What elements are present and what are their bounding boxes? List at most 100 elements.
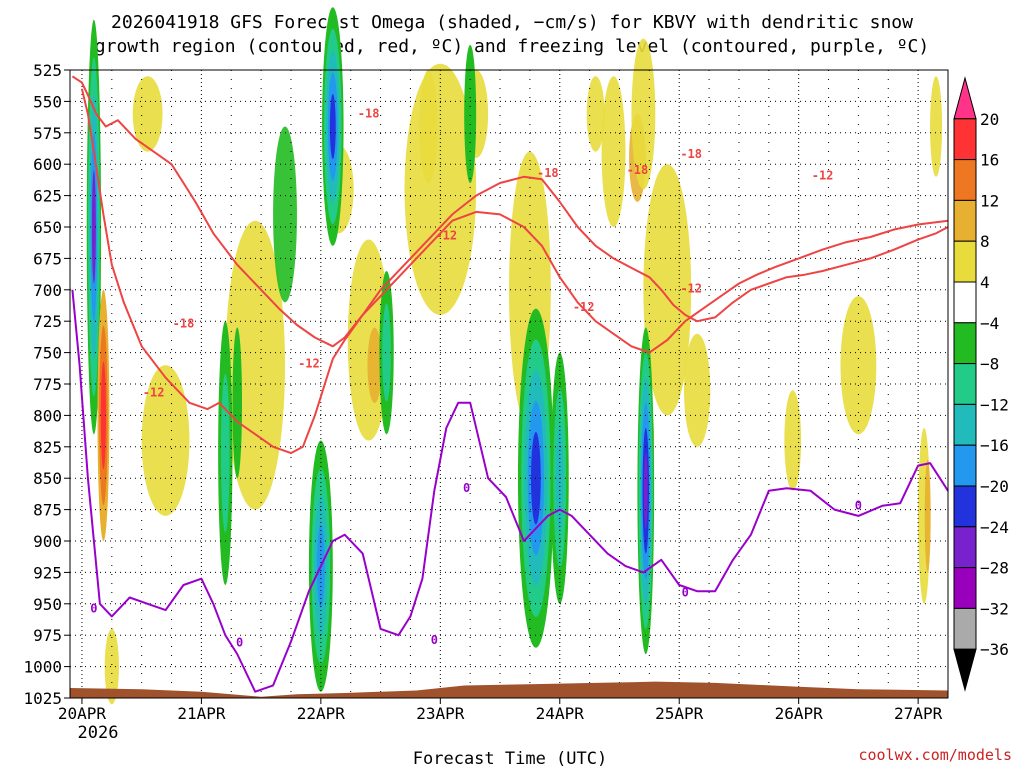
omega-region	[273, 126, 297, 303]
omega-core	[91, 170, 96, 284]
purple-contour-label: 0	[236, 636, 243, 650]
y-tick-label: 525	[33, 61, 62, 80]
colorbar-top-arrow	[953, 76, 977, 120]
y-tick-label: 925	[33, 563, 62, 582]
colorbar-segment	[953, 240, 977, 283]
freezing-level-contour	[71, 289, 949, 693]
omega-region	[586, 76, 605, 152]
plot-background	[70, 70, 948, 698]
x-tick-label: 25APR	[655, 704, 704, 723]
colorbar-label: −20	[980, 477, 1009, 496]
colorbar-label: −32	[980, 599, 1009, 618]
colorbar-segment	[953, 322, 977, 365]
red-contour-label: -18	[627, 163, 649, 177]
terrain-fill	[70, 681, 948, 698]
colorbar-label: 20	[980, 110, 999, 129]
purple-contour-label: 0	[855, 499, 862, 513]
y-tick-label: 650	[33, 218, 62, 237]
omega-region	[367, 327, 382, 403]
colorbar-segment	[953, 485, 977, 528]
omega-region	[684, 333, 711, 447]
purple-contour-label: 0	[682, 585, 689, 599]
y-tick-label: 1025	[23, 689, 62, 708]
x-tick-label: 21APR	[177, 704, 226, 723]
omega-region	[784, 390, 802, 491]
grid-lines	[70, 69, 949, 699]
red-contour-label: -18	[537, 166, 559, 180]
purple-contour-label: 0	[90, 602, 97, 616]
purple-contour-label: 0	[463, 481, 470, 495]
contour-labels: -18 -18 -18 -18 -18 -12 -12 -12 -12 -12 -12 0 0 0 0 0 0	[90, 107, 862, 650]
colorbar-bottom-arrow	[953, 648, 977, 692]
red-contour-label: -12	[435, 229, 457, 243]
red-contour-label: -12	[573, 300, 595, 314]
y-tick-label: 975	[33, 626, 62, 645]
y-tick-label: 625	[33, 187, 62, 206]
x-axis-year: 2026	[78, 723, 119, 743]
omega-region	[924, 459, 931, 573]
red-contour-label: -18	[173, 316, 195, 330]
x-tick-label: 23APR	[416, 704, 465, 723]
omega-core	[220, 373, 230, 533]
omega-core	[382, 303, 391, 402]
red-contour-label: -18	[358, 107, 380, 121]
colorbar-segment	[953, 159, 977, 201]
y-tick-label: 700	[33, 281, 62, 300]
y-tick-label: 575	[33, 124, 62, 143]
colorbar-segment	[953, 281, 977, 324]
colorbar-label: 4	[980, 273, 990, 292]
x-tick-label: 20APR	[58, 704, 107, 723]
omega-region	[840, 296, 877, 435]
colorbar-segment	[953, 118, 977, 161]
dgz-contour-red	[80, 88, 949, 455]
y-tick-label: 950	[33, 595, 62, 614]
x-axis-label: Forecast Time (UTC)	[413, 749, 607, 768]
omega-region	[104, 628, 119, 705]
red-contour-label: -18	[680, 147, 702, 161]
colorbar-segment	[953, 526, 977, 569]
y-tick-label: 825	[33, 438, 62, 457]
omega-core	[100, 361, 107, 470]
y-tick-label: 1000	[23, 658, 62, 677]
colorbar-label: −28	[980, 559, 1009, 578]
dgz-contour-red	[71, 75, 949, 348]
colorbar-label: −12	[980, 395, 1009, 414]
colorbar-segment	[953, 444, 977, 487]
red-contour-label: -12	[812, 168, 834, 182]
chart-title-line1: 2026041918 GFS Forecast Omega (shaded, −…	[111, 12, 913, 33]
omega-region	[141, 365, 190, 516]
red-contour-label: -12	[680, 281, 702, 295]
colorbar-segment	[953, 199, 977, 242]
x-axis: 20APR 21APR 22APR 23APR 24APR 25APR 26APR 27APR	[58, 698, 943, 723]
colorbar-label: −4	[980, 314, 999, 333]
colorbar-segment	[953, 567, 977, 609]
colorbar-label: −24	[980, 518, 1009, 537]
chart-title-line2: growth region (contoured, red, ºC) and f…	[95, 36, 929, 57]
omega-core	[329, 93, 336, 160]
y-tick-label: 600	[33, 155, 62, 174]
colorbar-segment	[953, 403, 977, 446]
y-tick-label: 900	[33, 532, 62, 551]
y-tick-label: 800	[33, 406, 62, 425]
red-contour-label: -12	[143, 386, 165, 400]
colorbar-label: 16	[980, 151, 999, 170]
omega-region	[930, 76, 943, 177]
y-tick-label: 750	[33, 344, 62, 363]
colorbar-label: −8	[980, 355, 999, 374]
colorbar-segment	[953, 363, 977, 405]
colorbar-label: −36	[980, 640, 1009, 659]
x-tick-label: 22APR	[297, 704, 346, 723]
omega-region	[419, 70, 438, 184]
red-contour-label: -12	[298, 357, 320, 371]
y-tick-label: 675	[33, 249, 62, 268]
colorbar-label: 12	[980, 191, 999, 210]
y-tick-label: 775	[33, 375, 62, 394]
x-tick-label: 26APR	[775, 704, 824, 723]
y-tick-label: 725	[33, 312, 62, 331]
y-tick-label: 875	[33, 501, 62, 520]
terrain-surface	[70, 681, 948, 698]
credit-text: coolwx.com/models	[858, 746, 1012, 764]
colorbar-segment	[953, 607, 977, 650]
purple-contour-label: 0	[431, 633, 438, 647]
